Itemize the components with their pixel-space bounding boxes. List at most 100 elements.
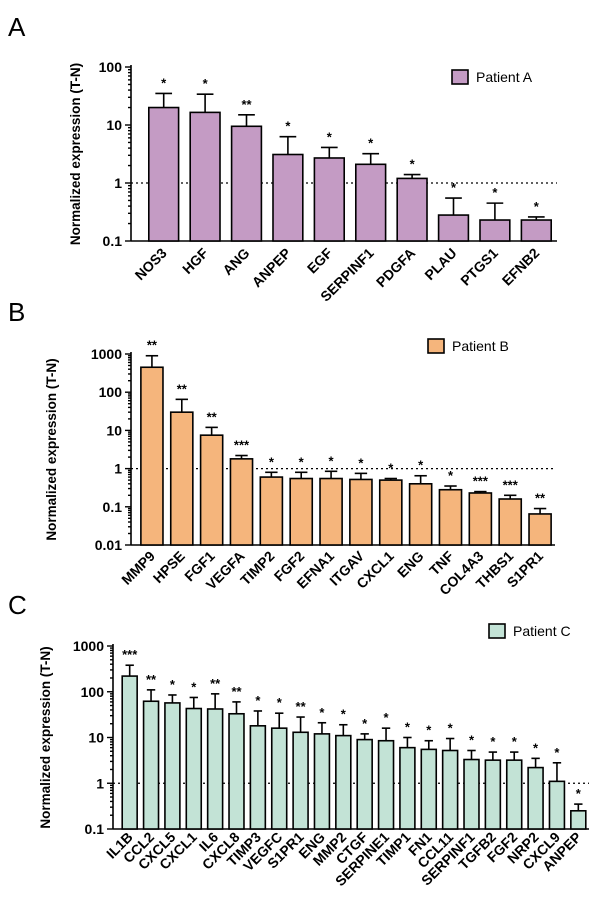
significance-label: *** bbox=[122, 647, 138, 662]
significance-label: * bbox=[410, 157, 416, 172]
bar bbox=[270, 727, 288, 830]
bar bbox=[259, 476, 284, 546]
significance-label: * bbox=[368, 136, 374, 151]
category-label: TIMP2 bbox=[237, 548, 278, 589]
bar bbox=[377, 739, 395, 830]
y-tick-label: 0.01 bbox=[95, 537, 122, 553]
bar bbox=[396, 177, 428, 242]
bar bbox=[399, 746, 416, 830]
significance-label: * bbox=[512, 734, 518, 749]
legend-swatch bbox=[488, 623, 506, 639]
significance-label: * bbox=[299, 454, 305, 469]
bar bbox=[378, 479, 403, 546]
bar bbox=[142, 700, 160, 830]
significance-label: ** bbox=[241, 97, 252, 112]
legend-label: Patient A bbox=[476, 69, 533, 85]
significance-label: ** bbox=[207, 409, 218, 424]
bar bbox=[437, 214, 470, 242]
y-tick-label: 10 bbox=[88, 730, 104, 746]
category-label: EGF bbox=[304, 244, 336, 276]
significance-label: ** bbox=[177, 381, 188, 396]
bar bbox=[479, 219, 511, 242]
significance-label: ** bbox=[210, 676, 221, 691]
significance-label: ** bbox=[146, 672, 157, 687]
significance-label: * bbox=[341, 707, 347, 722]
panel-c: C 0.1 1 10 100 1000 Normalized expression (T-N… bbox=[8, 590, 589, 889]
bar bbox=[313, 733, 331, 830]
significance-label: * bbox=[362, 716, 368, 731]
y-tick-label: 1 bbox=[96, 775, 104, 791]
significance-label: * bbox=[405, 720, 411, 735]
y-tick-label: 100 bbox=[81, 684, 105, 700]
significance-label: * bbox=[384, 710, 390, 725]
legend-swatch bbox=[427, 338, 445, 354]
panel-a: A 0.1 1 10 100 Normalized expression (T-N) * NO… bbox=[8, 12, 557, 305]
significance-label: * bbox=[448, 468, 454, 483]
panel-letter: C bbox=[8, 590, 27, 620]
bar bbox=[319, 477, 343, 546]
y-axis-title: Normalized expression (T-N) bbox=[38, 646, 53, 828]
significance-label: * bbox=[448, 721, 454, 736]
significance-label: * bbox=[203, 76, 209, 91]
legend-swatch bbox=[451, 69, 469, 85]
significance-label: * bbox=[554, 745, 560, 760]
panel-letter: B bbox=[8, 297, 25, 327]
y-tick-label: 100 bbox=[99, 59, 123, 75]
significance-label: * bbox=[492, 185, 498, 200]
y-axis-title: Normalized expression (T-N) bbox=[68, 63, 83, 245]
significance-label: ** bbox=[231, 684, 242, 699]
significance-label: * bbox=[534, 199, 540, 214]
bar bbox=[199, 434, 224, 546]
y-tick-label: 1000 bbox=[73, 638, 104, 654]
significance-label: ** bbox=[296, 699, 307, 714]
bar bbox=[349, 478, 373, 546]
significance-label: * bbox=[161, 75, 167, 90]
panel-b: B 0.01 0.1 1 10 100 1000 Normalized expression … bbox=[8, 297, 555, 598]
bar bbox=[140, 366, 164, 546]
significance-label: * bbox=[469, 732, 475, 747]
y-tick-label: 0.1 bbox=[103, 233, 123, 249]
bar bbox=[527, 766, 544, 830]
significance-label: *** bbox=[503, 477, 519, 492]
bar bbox=[185, 707, 203, 830]
significance-label: * bbox=[490, 734, 496, 749]
significance-label: * bbox=[533, 740, 539, 755]
significance-label: * bbox=[285, 119, 291, 134]
bar bbox=[229, 458, 254, 546]
bar bbox=[292, 731, 309, 830]
legend-label: Patient B bbox=[452, 338, 509, 354]
bar bbox=[272, 153, 304, 242]
category-label: EFNB2 bbox=[499, 245, 543, 289]
bar bbox=[164, 702, 181, 830]
bar bbox=[420, 748, 438, 830]
bar bbox=[335, 734, 352, 830]
bar bbox=[441, 749, 459, 830]
y-tick-label: 10 bbox=[106, 422, 122, 438]
category-label: MMP9 bbox=[118, 548, 158, 588]
bar bbox=[468, 492, 493, 546]
y-tick-label: 1000 bbox=[91, 346, 122, 362]
bar bbox=[147, 106, 180, 242]
category-label: ENG bbox=[394, 548, 427, 581]
bar bbox=[121, 675, 138, 830]
bar bbox=[189, 111, 221, 242]
y-axis-title: Normalized expression (T-N) bbox=[44, 358, 59, 540]
bar bbox=[228, 712, 245, 830]
bar bbox=[354, 163, 387, 242]
significance-label: *** bbox=[234, 438, 250, 453]
significance-label: * bbox=[277, 695, 283, 710]
significance-label: * bbox=[255, 693, 261, 708]
significance-label: * bbox=[451, 180, 457, 195]
y-tick-label: 1 bbox=[114, 461, 122, 477]
category-label: ANPEP bbox=[249, 245, 294, 290]
bar bbox=[520, 219, 553, 242]
significance-label: * bbox=[319, 705, 325, 720]
category-label: PDGFA bbox=[373, 245, 418, 290]
legend-label: Patient C bbox=[513, 623, 571, 639]
significance-label: * bbox=[269, 454, 275, 469]
y-tick-label: 0.1 bbox=[103, 499, 123, 515]
bar bbox=[356, 738, 373, 830]
significance-label: * bbox=[327, 129, 333, 144]
panel-letter: A bbox=[8, 12, 26, 42]
